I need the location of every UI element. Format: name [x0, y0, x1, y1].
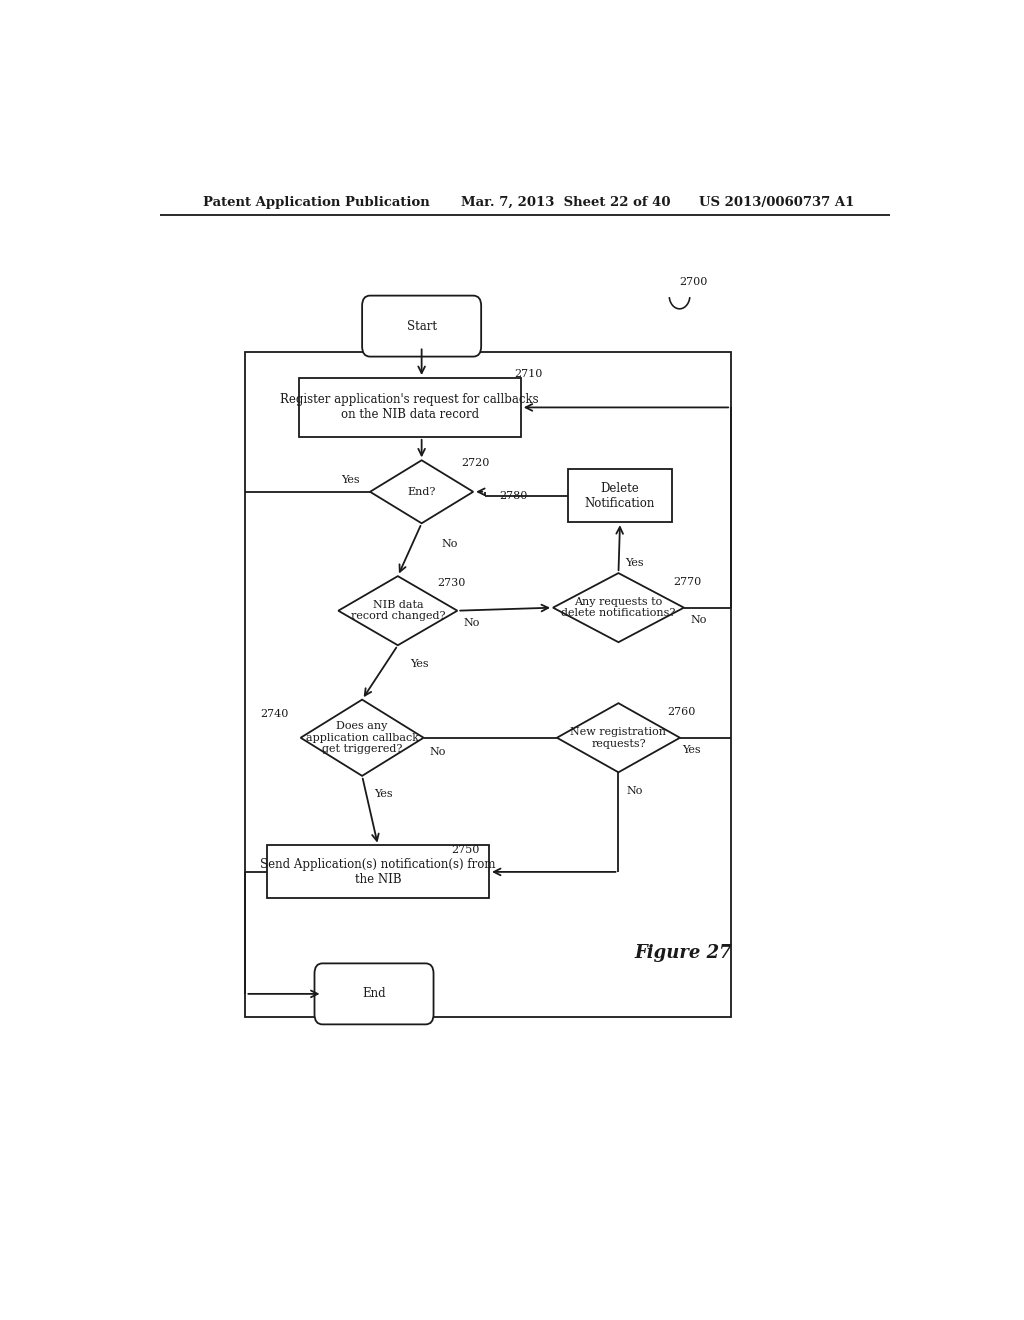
Text: Yes: Yes [410, 659, 428, 668]
Text: 2740: 2740 [261, 709, 289, 719]
Polygon shape [557, 704, 680, 772]
Text: 2750: 2750 [452, 845, 479, 854]
Text: 2730: 2730 [437, 578, 465, 589]
Text: Any requests to
delete notifications?: Any requests to delete notifications? [561, 597, 676, 619]
Text: 2710: 2710 [515, 368, 543, 379]
Text: Delete
Notification: Delete Notification [585, 482, 655, 510]
Text: Figure 27: Figure 27 [635, 944, 732, 962]
Text: New registration
requests?: New registration requests? [570, 727, 667, 748]
Text: 2760: 2760 [668, 708, 696, 717]
Text: Yes: Yes [374, 789, 392, 799]
Text: 2720: 2720 [462, 458, 489, 469]
Text: 2780: 2780 [499, 491, 527, 500]
Text: 2700: 2700 [680, 277, 708, 288]
Text: 2770: 2770 [674, 577, 701, 587]
Text: No: No [626, 785, 642, 796]
Bar [299, 378, 521, 437]
Text: Register application's request for callbacks
on the NIB data record: Register application's request for callb… [281, 393, 539, 421]
Text: Yes: Yes [341, 475, 359, 484]
FancyBboxPatch shape [362, 296, 481, 356]
Polygon shape [338, 576, 458, 645]
Polygon shape [553, 573, 684, 643]
Bar [568, 470, 672, 523]
Text: End?: End? [408, 487, 436, 496]
Text: Yes: Yes [683, 744, 701, 755]
FancyBboxPatch shape [314, 964, 433, 1024]
Text: NIB data
record changed?: NIB data record changed? [350, 599, 445, 622]
Bar [246, 351, 731, 1018]
Polygon shape [301, 700, 424, 776]
Polygon shape [370, 461, 473, 523]
Bar [267, 846, 489, 899]
Text: Patent Application Publication: Patent Application Publication [204, 195, 430, 209]
Text: No: No [464, 618, 480, 628]
Text: Does any
application callback
get triggered?: Does any application callback get trigge… [305, 721, 419, 754]
Text: Send Application(s) notification(s) from
the NIB: Send Application(s) notification(s) from… [260, 858, 496, 886]
Text: No: No [430, 747, 446, 756]
Text: No: No [441, 539, 458, 549]
Text: Start: Start [407, 319, 436, 333]
Text: Yes: Yes [625, 558, 644, 568]
Text: No: No [690, 615, 707, 624]
Text: Mar. 7, 2013  Sheet 22 of 40: Mar. 7, 2013 Sheet 22 of 40 [461, 195, 671, 209]
Text: End: End [362, 987, 386, 1001]
Text: US 2013/0060737 A1: US 2013/0060737 A1 [699, 195, 855, 209]
